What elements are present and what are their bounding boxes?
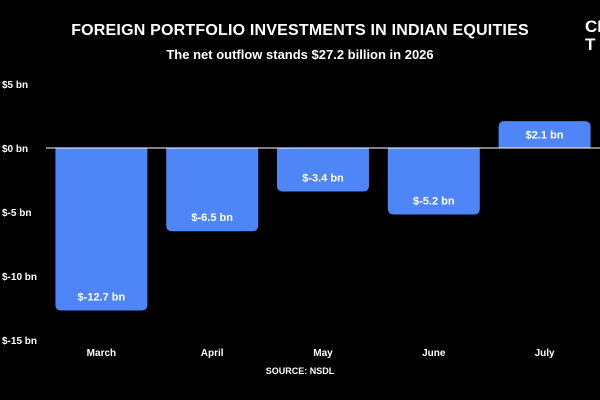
x-tick-label: May (313, 348, 333, 359)
bar-july (498, 121, 591, 148)
x-tick-label: June (422, 348, 446, 359)
y-tick-label: $5 bn (2, 80, 28, 91)
bar-april (166, 148, 259, 232)
data-label: $2.1 bn (526, 130, 564, 142)
x-tick-label: July (535, 348, 555, 359)
data-label: $-12.7 bn (78, 292, 126, 304)
y-tick-label: $-5 bn (2, 208, 31, 219)
y-tick-label: $0 bn (2, 144, 28, 155)
chart-subtitle: The net outflow stands $27.2 billion in … (166, 47, 434, 62)
bar-june (387, 148, 480, 215)
x-tick-label: March (87, 348, 116, 359)
bar-march (55, 148, 148, 311)
x-tick-label: April (201, 348, 224, 359)
bar-may (277, 148, 369, 192)
y-tick-label: $-15 bn (2, 336, 37, 347)
brand-logo: CI T (585, 18, 600, 54)
data-label: $-5.2 bn (413, 196, 455, 208)
y-tick-label: $-10 bn (2, 272, 37, 283)
brand-logo-line-2: T (585, 35, 596, 54)
data-label: $-6.5 bn (191, 212, 233, 224)
chart-title: FOREIGN PORTFOLIO INVESTMENTS IN INDIAN … (71, 22, 529, 39)
data-label: $-3.4 bn (302, 173, 344, 185)
brand-logo-line-1: CI (585, 17, 600, 36)
source-note: SOURCE: NSDL (265, 366, 335, 376)
